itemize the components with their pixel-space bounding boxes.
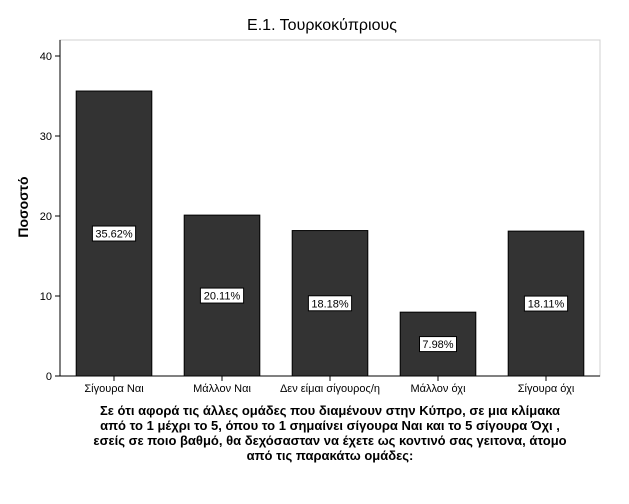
data-label-box	[199, 287, 245, 304]
x-axis-label-line: Σε ότι αφορά τις άλλες ομάδες που διαμέν…	[99, 403, 561, 418]
data-label: 18.11%	[528, 299, 565, 311]
y-tick-label: 30	[40, 131, 52, 143]
chart-title: Ε.1. Τουρκοκύπριους	[247, 17, 397, 34]
x-tick-label: Μάλλον Ναι	[193, 383, 251, 395]
y-tick-label: 0	[46, 371, 52, 383]
y-axis-label: Ποσοστό	[15, 176, 31, 237]
x-tick-label: Μάλλον όχι	[410, 383, 466, 395]
data-label-box	[419, 336, 457, 353]
y-tick-label: 40	[40, 51, 52, 63]
y-tick-label: 20	[40, 211, 52, 223]
x-axis-label-line: εσείς σε ποιο βαθμό, θα δεχόσασταν να έχ…	[93, 433, 567, 448]
data-label: 35.62%	[95, 229, 133, 241]
x-axis-label-line: από το 1 μέχρι το 5, όπου το 1 σημαίνει …	[100, 418, 560, 433]
x-tick-label: Σίγουρα όχι	[518, 383, 575, 395]
axes-layer: 0 10 20 30 40 Σίγουρα Ναι Μάλλον Ναι Δεν είμαι …	[40, 40, 600, 395]
data-label-box	[307, 295, 353, 312]
data-label: 18.18%	[311, 298, 349, 310]
bars-layer: 35.62% 20.11% 18.18% 7.98% 18.11%	[75, 90, 585, 377]
data-label: 20.11%	[204, 291, 241, 303]
y-tick-label: 10	[40, 291, 52, 303]
x-tick-label: Σίγουρα Ναι	[84, 383, 144, 395]
x-tick-label: Δεν είμαι σίγουρος/η	[280, 383, 380, 395]
data-label: 7.98%	[422, 339, 453, 351]
x-axis-label-line: από τις παρακάτω ομάδες:	[246, 448, 414, 463]
x-axis-label: Σε ότι αφορά τις άλλες ομάδες που διαμέν…	[60, 403, 600, 463]
data-label-box	[91, 225, 137, 242]
data-label-box	[523, 295, 569, 312]
